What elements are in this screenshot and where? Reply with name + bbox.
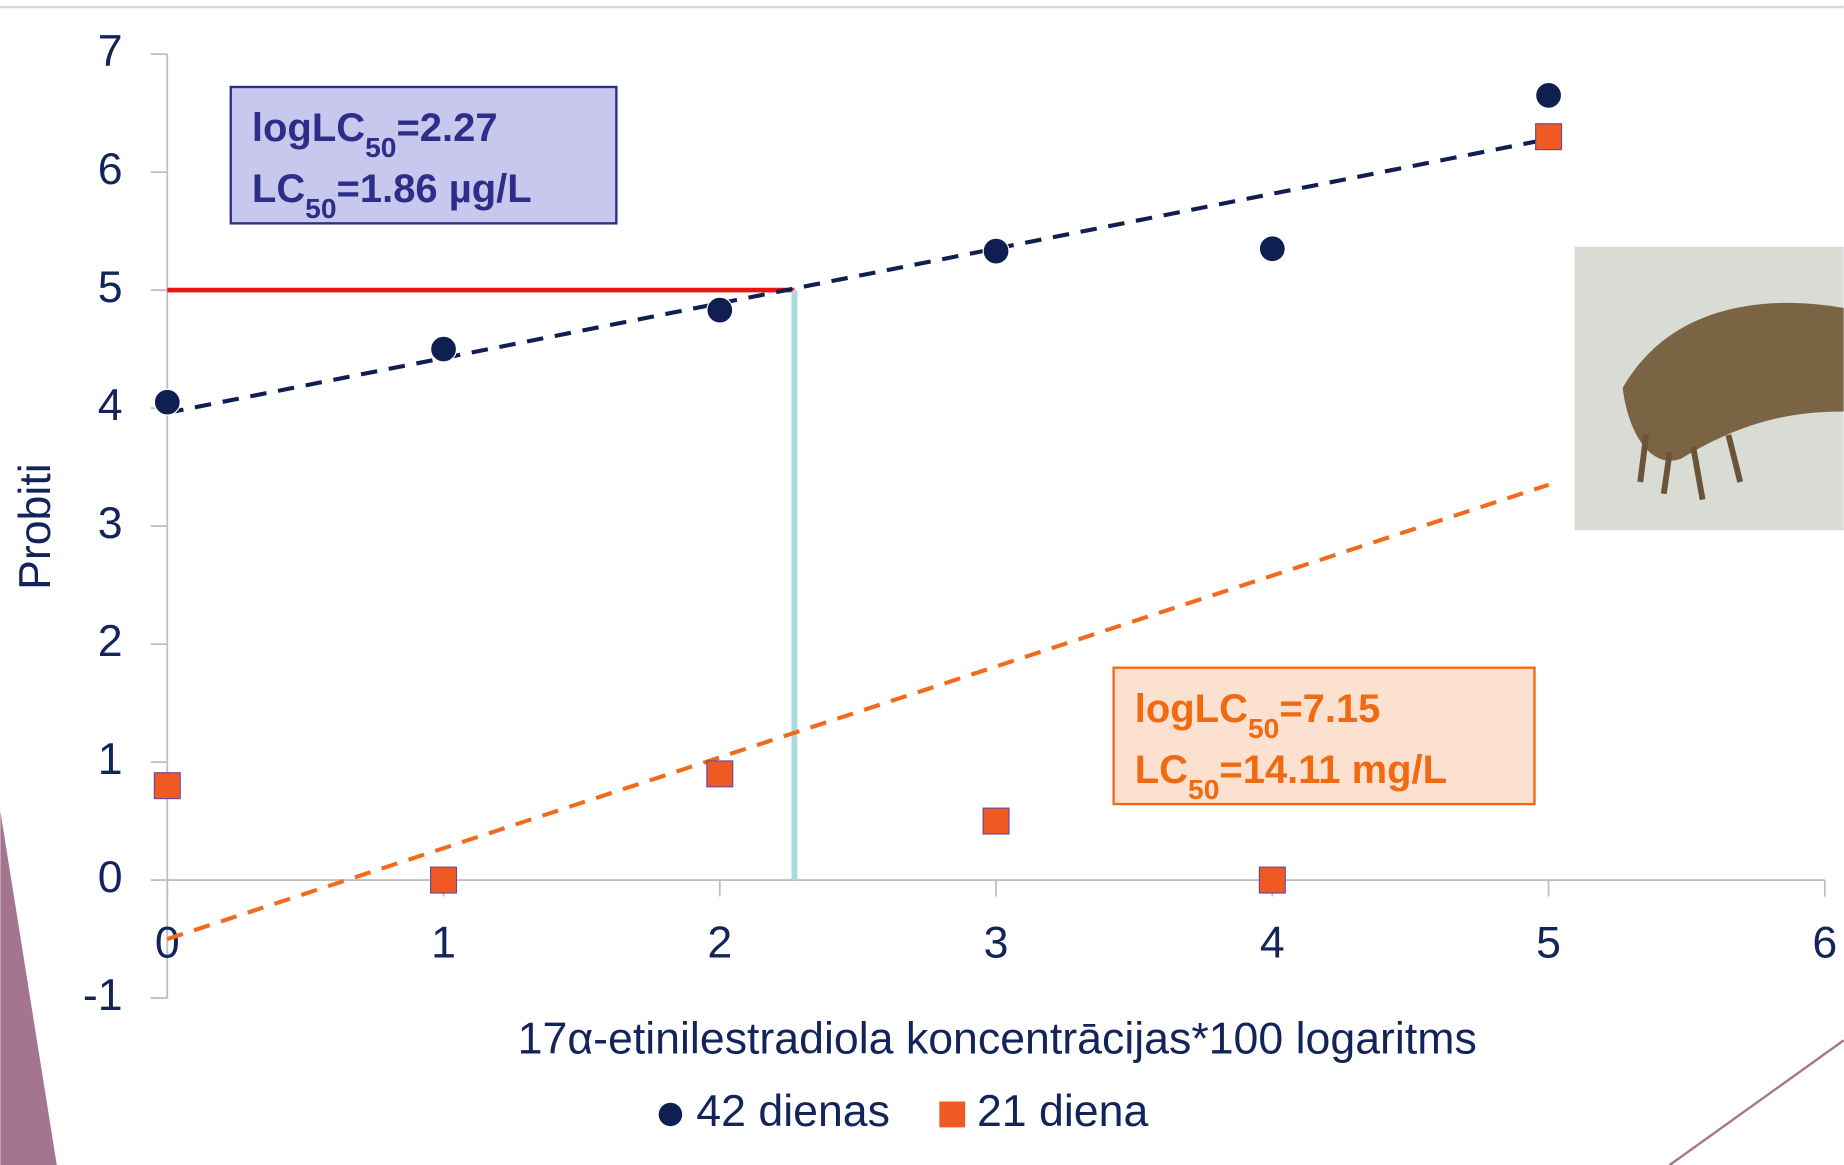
point	[707, 297, 733, 323]
legend-label: 42 dienas	[696, 1087, 890, 1136]
photo	[1574, 247, 1843, 530]
point	[154, 389, 180, 415]
annotation-prefix: LC	[252, 167, 305, 211]
legend-marker	[939, 1102, 965, 1128]
legend-label: 21 diena	[977, 1087, 1149, 1136]
annotation-suffix: =1.86 µg/L	[337, 167, 532, 211]
y-tick-label: 1	[98, 735, 123, 784]
y-tick-label: 5	[98, 263, 123, 312]
page: {"chart_data": {"type": "scatter", "y_la…	[0, 0, 1844, 1165]
x-tick-label: 1	[431, 919, 456, 968]
annotation-prefix: logLC	[252, 106, 365, 150]
annotation-sub: 50	[1248, 712, 1279, 744]
y-tick-label: 0	[98, 853, 123, 902]
x-axis-title: 17α-etinilestradiola koncentrācijas*100 …	[518, 1014, 1477, 1063]
y-tick-label: 2	[98, 617, 123, 666]
y-tick-label: 3	[98, 499, 123, 548]
x-tick-label: 4	[1260, 919, 1285, 968]
decor-line	[1670, 1040, 1844, 1165]
point	[154, 773, 180, 799]
annotation-sub: 50	[1188, 773, 1219, 805]
y-tick-label: 4	[98, 381, 123, 430]
decor-triangle	[0, 811, 56, 1165]
x-tick-label: 5	[1536, 919, 1561, 968]
point	[1536, 124, 1562, 150]
annotation-sub: 50	[305, 192, 336, 224]
y-tick-label: 7	[98, 27, 123, 76]
annotation-prefix: LC	[1135, 748, 1188, 792]
point	[983, 238, 1009, 264]
point	[1536, 82, 1562, 108]
point	[1259, 236, 1285, 262]
point	[431, 336, 457, 362]
legend-marker	[659, 1103, 683, 1127]
x-tick-label: 6	[1812, 919, 1837, 968]
y-tick-label: -1	[83, 971, 123, 1020]
x-tick-label: 2	[707, 919, 732, 968]
annotation-suffix: =7.15	[1279, 687, 1380, 731]
y-axis-title: Probiti	[11, 463, 60, 590]
x-tick-label: 0	[155, 919, 180, 968]
annotation-suffix: =14.11 mg/L	[1219, 748, 1447, 792]
point	[983, 808, 1009, 834]
annotation-suffix: =2.27	[396, 106, 497, 150]
annotation-sub: 50	[365, 131, 396, 163]
y-tick-label: 6	[98, 145, 123, 194]
point	[1259, 867, 1285, 893]
point	[707, 761, 733, 787]
x-tick-label: 3	[984, 919, 1009, 968]
point	[431, 867, 457, 893]
chart: Probiti 17α-etinilestradiola koncentrāci…	[0, 0, 1844, 1165]
annotation-prefix: logLC	[1135, 687, 1248, 731]
